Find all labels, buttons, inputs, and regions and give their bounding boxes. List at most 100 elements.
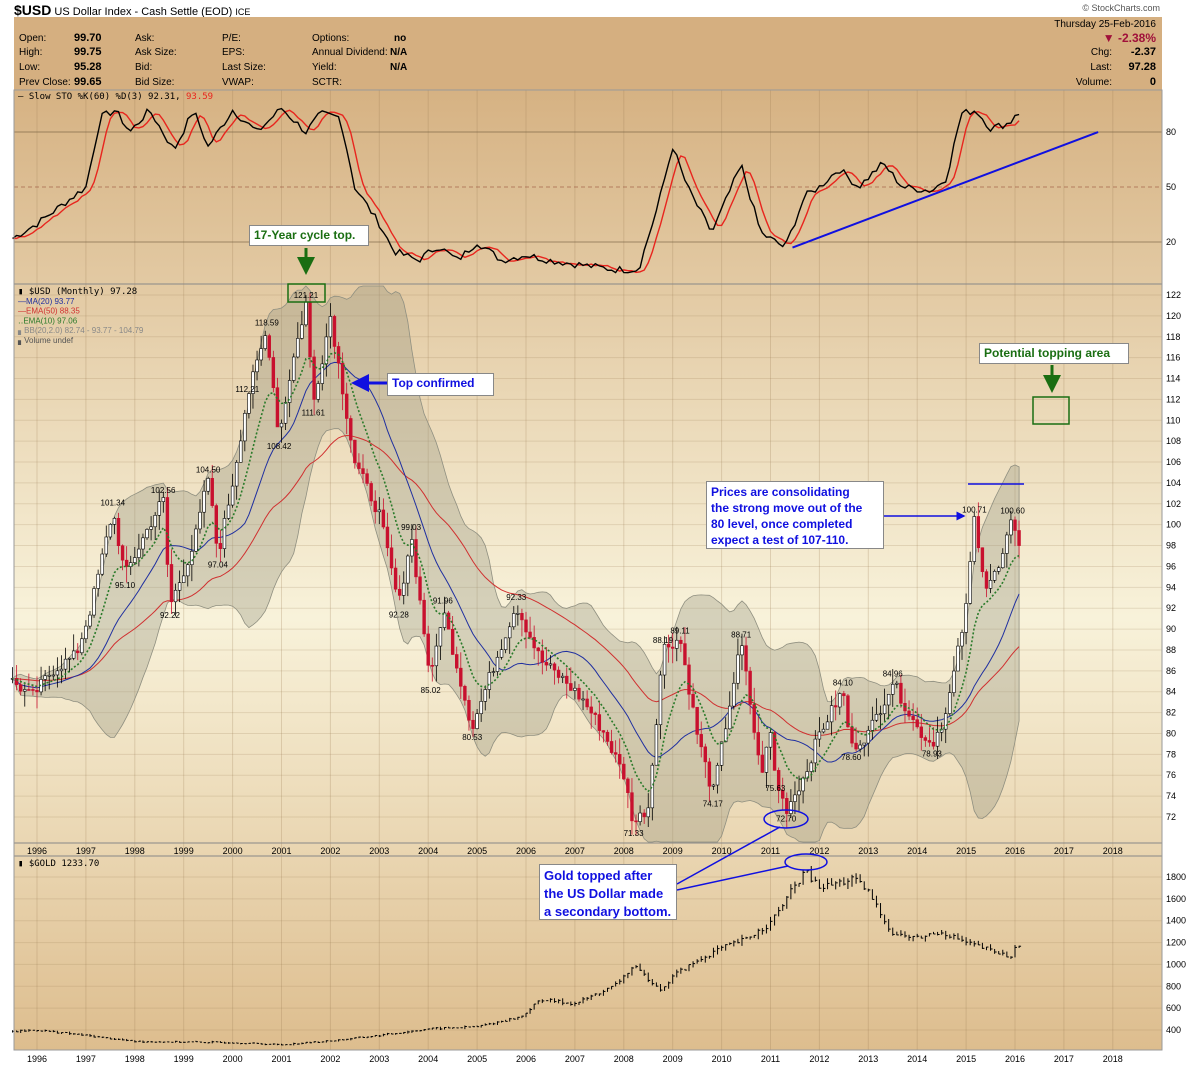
candle-down (630, 792, 634, 822)
x-tick-label: 2009 (663, 846, 683, 856)
candle-up (882, 704, 887, 715)
candle-up (891, 683, 895, 695)
price-annotation-label: 84.10 (833, 679, 854, 688)
topping-area-box (1032, 396, 1070, 425)
cycle-top-note: 17-Year cycle top. (249, 225, 369, 246)
volume-label: Volume: (1075, 77, 1112, 88)
candle-down (422, 599, 426, 635)
x-tick-label: 1997 (76, 846, 96, 856)
candle-up (723, 728, 728, 743)
price-annotation-label: 121.21 (294, 291, 319, 300)
candle-up (63, 658, 68, 670)
price-annotation-label: 92.33 (506, 593, 527, 602)
candle-up (499, 649, 504, 658)
ema10-line (12, 351, 1020, 793)
candle-up (507, 626, 512, 639)
candle-down (565, 675, 569, 684)
candle-down (459, 667, 463, 687)
candle-down (752, 704, 756, 733)
candle-up (198, 511, 202, 530)
prev-close-label: Prev Close: (19, 77, 71, 88)
candle-up (182, 575, 186, 583)
x-tick-label: 2016 (1005, 846, 1025, 856)
candle-down (524, 619, 528, 633)
candle-down (597, 714, 602, 731)
candle-up (638, 812, 642, 822)
candle-up (133, 557, 137, 563)
x-tick-label: 2003 (369, 846, 389, 856)
candle-up (316, 383, 320, 400)
y-tick-label: 86 (1166, 666, 1176, 676)
candle-up (51, 674, 56, 677)
candle-down (532, 637, 536, 649)
x-tick-label: 2002 (320, 1054, 340, 1064)
stochastic-panel: — Slow STO %K(60) %D(3) 92.31, 93.59 (12, 92, 1099, 274)
x-tick-label: 2012 (809, 846, 829, 856)
x-tick-label: 1999 (174, 1054, 194, 1064)
y-tick-label: 20 (1166, 237, 1176, 247)
candle-up (715, 765, 720, 786)
axes: 1996 1996 1997 1997 1998 1998 1999 1999 2000 2000… (27, 127, 1186, 1064)
candle-up (483, 689, 487, 702)
candle-down (605, 731, 610, 742)
candle-up (662, 643, 667, 676)
x-tick-label: 2013 (858, 846, 878, 856)
candle-down (467, 699, 471, 721)
candle-up (23, 689, 27, 692)
y-tick-label: 1400 (1166, 916, 1186, 926)
y-tick-label: 1600 (1166, 894, 1186, 904)
candle-down (833, 705, 838, 708)
last-value: 97.28 (1128, 61, 1156, 73)
y-tick-label: 116 (1166, 353, 1180, 363)
candle-down (340, 362, 345, 395)
x-tick-label: 2006 (516, 1054, 536, 1064)
candle-up (809, 762, 813, 772)
price-legend-item: —EMA(50) 88.35 (18, 307, 80, 316)
candle-down (450, 628, 455, 655)
candle-down (373, 500, 377, 513)
price-legend-item: —MA(20) 93.77 (18, 297, 75, 306)
candle-up (964, 603, 968, 633)
y-tick-label: 96 (1166, 561, 1176, 571)
candle-down (642, 812, 646, 818)
candle-up (838, 693, 842, 708)
candle-up (55, 670, 60, 676)
price-annotation-label: 97.04 (208, 561, 229, 570)
y-tick-label: 118 (1166, 332, 1180, 342)
candle-down (31, 689, 35, 691)
x-tick-label: 1998 (125, 1054, 145, 1064)
dividend-value: N/A (390, 47, 408, 58)
y-tick-label: 50 (1166, 182, 1176, 192)
x-tick-label: 2009 (663, 1054, 683, 1064)
candle-down (446, 612, 451, 630)
candle-up (243, 413, 247, 442)
x-tick-label: 2017 (1054, 1054, 1074, 1064)
candle-up (247, 393, 251, 414)
sctr-label: SCTR: (312, 77, 342, 88)
candle-down (365, 473, 369, 484)
candle-down (552, 663, 557, 671)
options-value: no (394, 33, 407, 44)
candle-down (349, 418, 353, 441)
candle-down (756, 732, 760, 756)
candle-down (772, 732, 777, 771)
candle-down (842, 693, 846, 697)
candle-down (124, 559, 129, 567)
candle-up (1009, 519, 1013, 536)
ma20-line (12, 361, 1020, 763)
price-annotation-label: 92.28 (389, 610, 410, 619)
candle-down (707, 761, 712, 787)
x-tick-label: 2006 (516, 846, 536, 856)
candle-up (226, 504, 231, 519)
candle-down (426, 633, 430, 666)
sto-legend-k: — Slow STO %K(60) %D(3) 92.31, (18, 92, 186, 102)
candle-up (177, 582, 182, 591)
y-tick-label: 100 (1166, 520, 1181, 530)
candle-up (475, 713, 479, 729)
candle-up (874, 713, 879, 721)
candle-up (88, 614, 92, 627)
candle-up (442, 612, 447, 628)
candle-up (206, 478, 210, 492)
candle-up (438, 627, 443, 647)
gold-note-pointer (676, 826, 781, 885)
